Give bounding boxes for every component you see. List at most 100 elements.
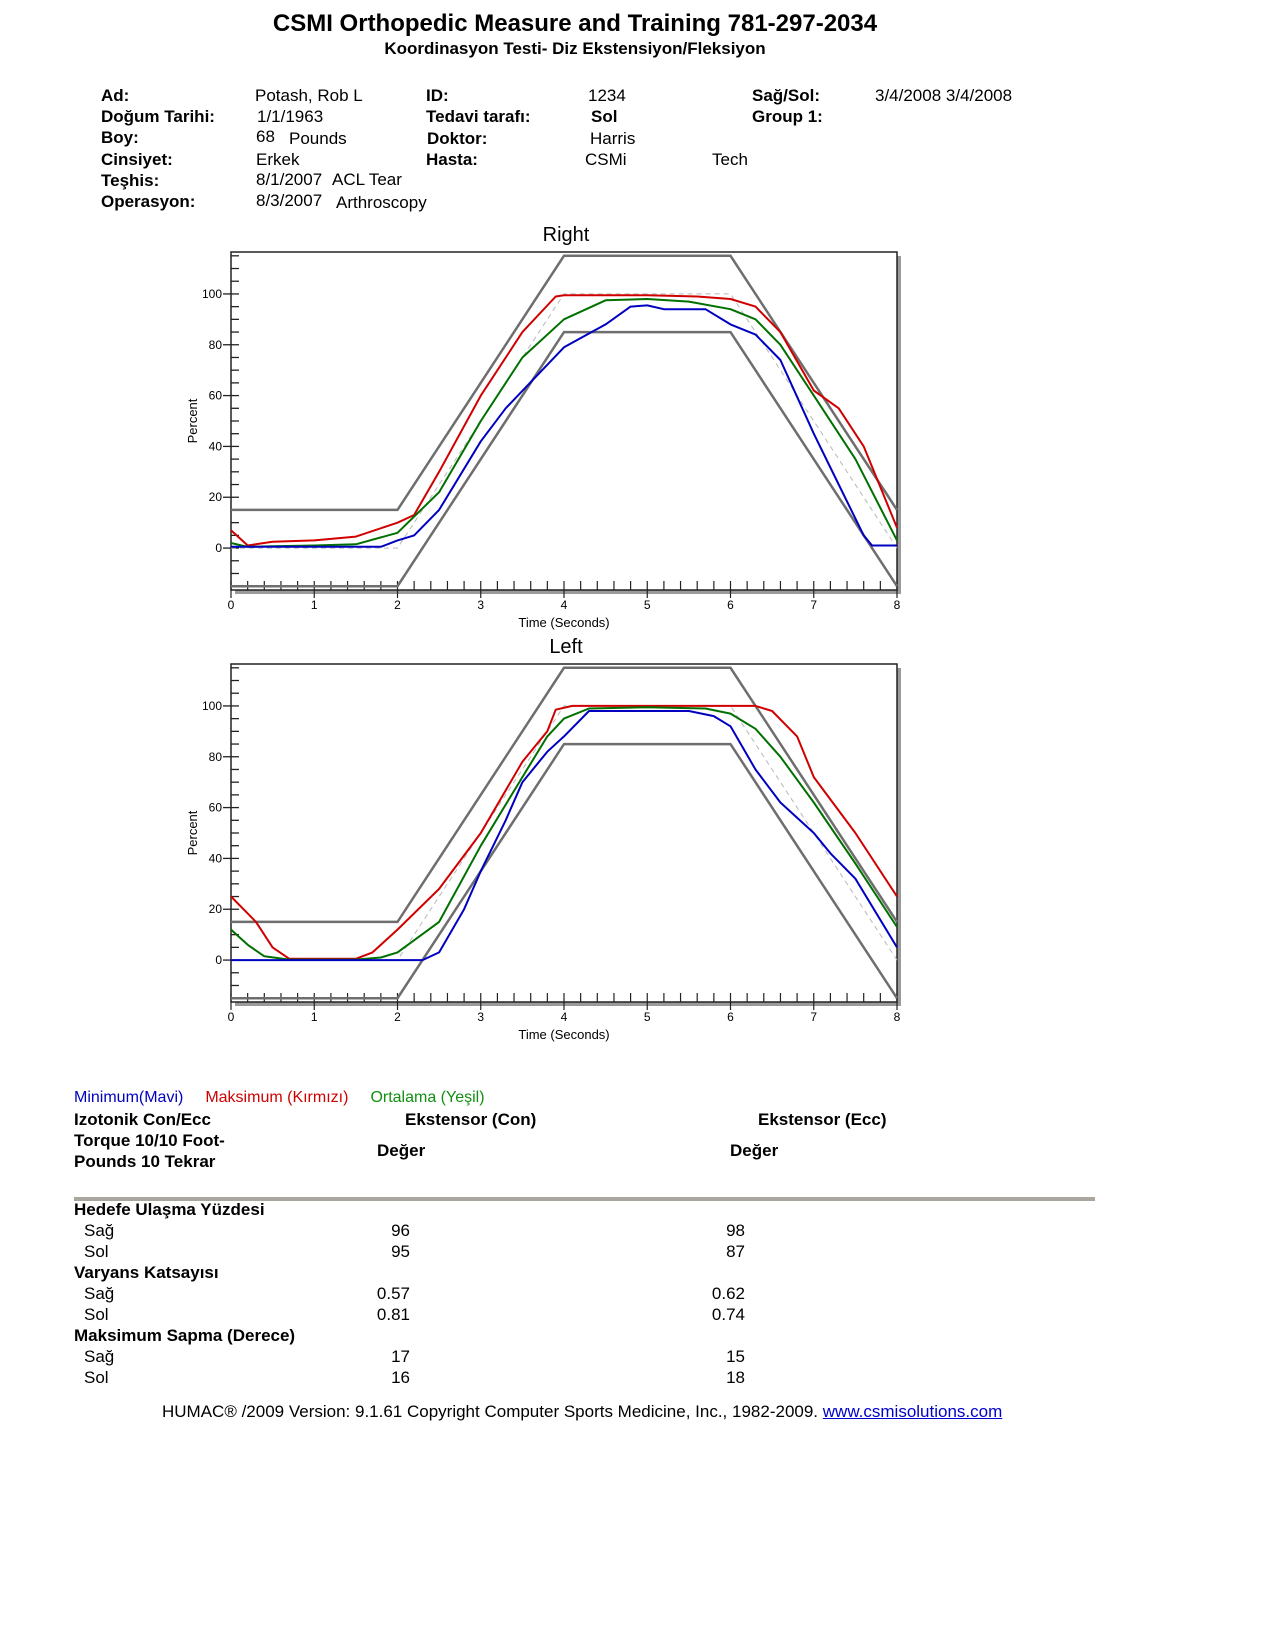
section-title: Hedefe Ulaşma Yüzdesi: [74, 1200, 265, 1219]
diagnosis-date: 8/1/2007: [256, 170, 323, 189]
frame-shadow-bottom: [235, 1002, 901, 1006]
operation-value: Arthroscopy: [336, 193, 427, 212]
chart-title: Right: [543, 224, 590, 246]
table-divider: [74, 1197, 1095, 1201]
row-value-con: 95: [391, 1242, 410, 1261]
height-value: 68: [256, 127, 275, 146]
x-tick-label: 8: [894, 1010, 901, 1024]
row-value-con: 96: [391, 1221, 410, 1240]
row-label: Sağ: [84, 1284, 115, 1303]
section-title: Maksimum Sapma (Derece): [74, 1326, 296, 1345]
gender-label: Cinsiyet:: [101, 150, 173, 169]
y-axis-label: Percent: [185, 398, 200, 443]
x-tick-label: 5: [644, 1010, 651, 1024]
diagnosis-value: ACL Tear: [332, 170, 402, 189]
x-tick-label: 1: [311, 1010, 318, 1024]
y-axis-label: Percent: [185, 810, 200, 855]
legend-min: Minimum(Mavi): [74, 1089, 184, 1106]
row-value-ecc: 0.62: [711, 1284, 745, 1303]
x-tick-label: 3: [477, 598, 484, 612]
x-tick-label: 4: [561, 598, 568, 612]
table-title-1: Izotonik Con/Ecc: [74, 1110, 211, 1129]
x-tick-label: 6: [727, 1010, 734, 1024]
max-series-line: [230, 294, 898, 547]
min-series-line: [231, 304, 897, 548]
treatment-side-value: Sol: [591, 107, 618, 126]
row-label: Sol: [84, 1305, 109, 1324]
name-label: Ad:: [101, 86, 130, 105]
chart-title: Left: [549, 636, 583, 658]
right-left-label: Sağ/Sol:: [752, 86, 821, 105]
col-header-ecc: Ekstensor (Ecc): [758, 1110, 887, 1129]
y-tick-label: 60: [209, 801, 223, 815]
patient-label: Hasta:: [426, 150, 478, 169]
frame-shadow-right: [897, 256, 901, 594]
frame-shadow-bottom: [235, 590, 901, 594]
y-tick-label: 80: [209, 338, 223, 352]
x-tick-label: 3: [477, 1010, 484, 1024]
row-value-con: 16: [391, 1368, 410, 1387]
row-value-ecc: 15: [726, 1347, 745, 1366]
y-tick-label: 0: [215, 953, 222, 967]
gender-value: Erkek: [256, 150, 300, 169]
col-header-con: Ekstensor (Con): [405, 1110, 537, 1129]
lower-bound-line: [231, 330, 899, 588]
y-tick-label: 40: [209, 851, 223, 865]
y-tick-label: 0: [215, 541, 222, 555]
row-value-ecc: 98: [726, 1221, 745, 1240]
row-label: Sağ: [84, 1221, 115, 1240]
x-tick-label: 7: [810, 1010, 817, 1024]
birthdate-label: Doğum Tarihi:: [101, 107, 215, 126]
x-tick-label: 7: [810, 598, 817, 612]
upper-bound-line: [231, 666, 899, 924]
x-tick-label: 0: [228, 1010, 235, 1024]
y-tick-label: 60: [209, 389, 223, 403]
right-chart-group: Right Time (Seconds) Percent 0 20 40 60 80 100 0 1…: [185, 224, 901, 630]
x-tick-label: 5: [644, 598, 651, 612]
col-sub-con: Değer: [377, 1141, 426, 1160]
doctor-label: Doktor:: [427, 129, 488, 148]
y-tick-label: 100: [202, 287, 222, 301]
frame-shadow-right: [897, 668, 901, 1006]
plot-frame: [230, 251, 898, 591]
id-label: ID:: [426, 86, 449, 105]
x-tick-label: 2: [394, 1010, 401, 1024]
operation-date: 8/3/2007: [256, 191, 323, 210]
section-title: Varyans Katsayısı: [74, 1263, 219, 1282]
name-value: Potash, Rob L: [255, 86, 363, 105]
height-unit: Pounds: [289, 129, 347, 148]
report-subtitle: Koordinasyon Testi- Diz Ekstensiyon/Flek…: [384, 39, 766, 58]
avg-series-line: [230, 298, 898, 548]
x-tick-label: 4: [561, 1010, 568, 1024]
patient-value: CSMi: [585, 150, 627, 169]
x-axis-label: Time (Seconds): [518, 615, 609, 630]
row-value-con: 0.81: [376, 1305, 410, 1324]
lower-bound-line: [231, 742, 899, 1000]
y-tick-label: 20: [209, 902, 223, 916]
footer-link[interactable]: www.csmisolutions.com: [822, 1402, 1003, 1421]
x-axis-label: Time (Seconds): [518, 1027, 609, 1042]
min-series-line: [231, 710, 898, 962]
footer-text: HUMAC® /2009 Version: 9.1.61 Copyright C…: [162, 1402, 819, 1421]
treatment-side-label: Tedavi tarafı:: [426, 107, 531, 126]
diagnosis-label: Teşhis:: [101, 171, 160, 190]
row-label: Sol: [84, 1368, 109, 1387]
y-tick-label: 20: [209, 490, 223, 504]
row-value-ecc: 87: [726, 1242, 745, 1261]
table-title-2: Torque 10/10 Foot-: [74, 1131, 225, 1150]
report-title: CSMI Orthopedic Measure and Training 781…: [272, 10, 878, 37]
birthdate-value: 1/1/1963: [257, 107, 324, 126]
doctor-value: Harris: [590, 129, 636, 148]
y-tick-label: 100: [202, 699, 222, 713]
legend-avg: Ortalama (Yeşil): [370, 1089, 485, 1106]
right-left-value: 3/4/2008 3/4/2008: [875, 86, 1013, 105]
plot-frame: [230, 663, 898, 1003]
y-tick-label: 40: [209, 439, 223, 453]
footer: HUMAC® /2009 Version: 9.1.61 Copyright C…: [162, 1402, 1002, 1422]
table-title-3: Pounds 10 Tekrar: [74, 1152, 216, 1171]
left-chart-group: Left Time (Seconds) Percent 0 20 40 60 80 100 0 1 2…: [185, 636, 901, 1042]
id-value: 1234: [588, 86, 626, 105]
x-tick-label: 0: [228, 598, 235, 612]
y-tick-label: 80: [209, 750, 223, 764]
